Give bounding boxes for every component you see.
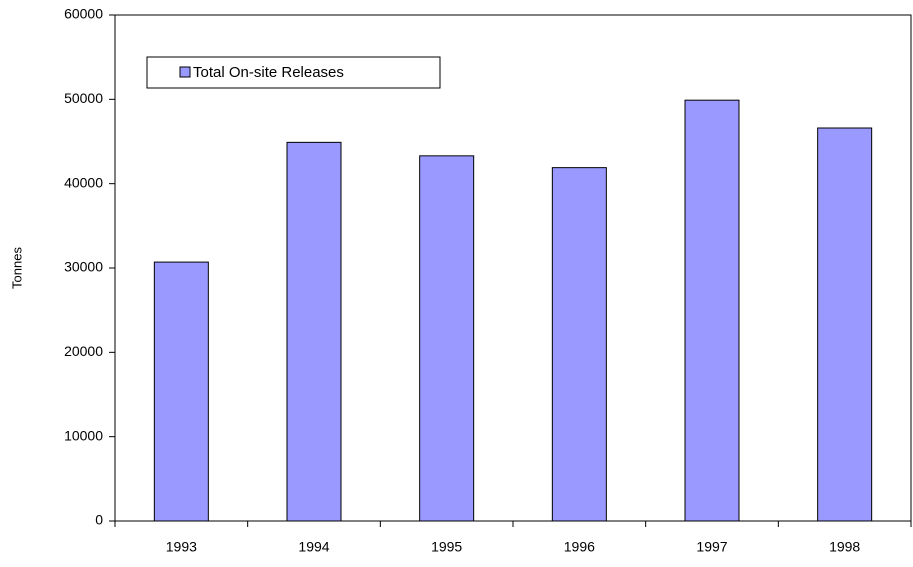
y-tick-label: 60000 (64, 6, 103, 22)
x-tick-label: 1995 (431, 539, 462, 555)
y-tick-label: 10000 (64, 427, 103, 443)
y-tick-label: 40000 (64, 174, 103, 190)
plot-frame (114, 14, 912, 522)
x-tick-label: 1998 (829, 539, 860, 555)
bar (551, 167, 607, 522)
legend-label: Total On-site Releases (193, 64, 344, 81)
x-tick-label: 1997 (696, 539, 727, 555)
bar (419, 155, 475, 522)
bar (153, 261, 209, 522)
bar (684, 99, 740, 522)
y-tick-label: 20000 (64, 343, 103, 359)
legend-box (146, 56, 441, 89)
x-tick-label: 1994 (298, 539, 329, 555)
x-tick-label: 1996 (564, 539, 595, 555)
x-tick-label: 1993 (166, 539, 197, 555)
bar (817, 127, 873, 522)
y-tick-label: 50000 (64, 90, 103, 106)
y-tick-label: 30000 (64, 259, 103, 275)
legend-swatch (179, 66, 191, 78)
y-axis-label: Tonnes (9, 247, 24, 289)
bar (286, 141, 342, 522)
y-tick-label: 0 (95, 512, 103, 528)
